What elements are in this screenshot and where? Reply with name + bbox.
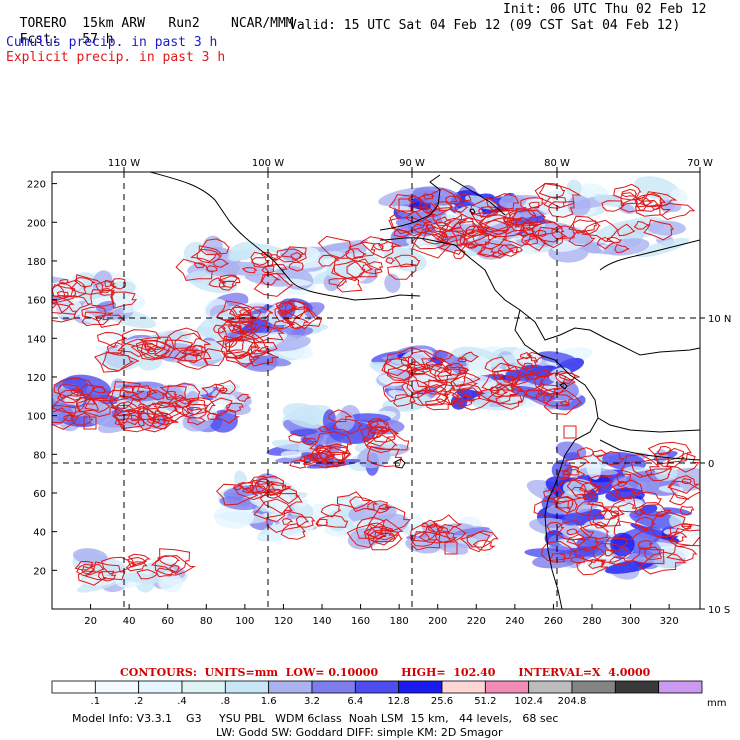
plot-frame [51, 171, 701, 610]
x-tick-label: 320 [660, 616, 679, 627]
y-tick-label: 180 [27, 257, 46, 268]
x-tick-label: 40 [123, 616, 136, 627]
colorbar-tick-label: 1.6 [260, 696, 277, 707]
colorbar-tick-label: 51.2 [474, 696, 497, 707]
colorbar-tick-label: .2 [133, 696, 144, 707]
colorbar-swatch [94, 680, 140, 694]
x-tick-label: 200 [428, 616, 447, 627]
y-tick-label: 40 [33, 528, 46, 539]
colorbar-tick-label: 12.8 [387, 696, 410, 707]
latitude-label: 10 N [708, 314, 731, 325]
y-tick-label: 120 [27, 373, 46, 384]
y-tick-label: 60 [33, 489, 46, 500]
longitude-label: 100 W [252, 158, 284, 169]
init-time: Init: 06 UTC Thu 02 Feb 12 [503, 2, 707, 17]
colorbar-swatch [441, 680, 486, 694]
coastlines [149, 172, 700, 609]
x-tick-label: 100 [235, 616, 254, 627]
y-tick-label: 220 [27, 180, 46, 191]
x-tick-label: 180 [390, 616, 409, 627]
colorbar-swatch [528, 680, 573, 694]
colorbar-swatch [224, 680, 270, 694]
y-tick-label: 100 [27, 412, 46, 423]
longitude-label: 70 W [687, 158, 713, 169]
y-tick-label: 160 [27, 296, 46, 307]
colorbar-tick-label: .1 [90, 696, 101, 707]
x-tick-label: 140 [312, 616, 331, 627]
x-tick-label: 280 [582, 616, 601, 627]
colorbar-tick-label: 6.4 [347, 696, 364, 707]
x-tick-label: 160 [351, 616, 370, 627]
colorbar-swatch [571, 680, 616, 694]
x-tick-label: 260 [544, 616, 563, 627]
colorbar-swatch [484, 680, 530, 694]
explicit-contours [52, 182, 700, 586]
colorbar-swatch [51, 680, 96, 694]
y-tick-label: 200 [27, 218, 46, 229]
x-tick-label: 240 [505, 616, 524, 627]
longitude-label: 80 W [544, 158, 570, 169]
x-tick-label: 120 [274, 616, 293, 627]
colorbar-swatch [354, 680, 400, 694]
colorbar-tick-label: .4 [177, 696, 187, 707]
axes: 20 40 60 80 100 120 140 160 180 200 220 240 260 280 30… [27, 158, 731, 627]
x-tick-label: 220 [467, 616, 486, 627]
latitude-label: 10 S [708, 605, 730, 616]
x-tick-label: 300 [621, 616, 640, 627]
colorbar-tick-label: .8 [220, 696, 231, 707]
colorbar-tick-label: 25.6 [430, 696, 454, 707]
y-tick-label: 140 [27, 334, 46, 345]
y-tick-label: 20 [33, 566, 46, 577]
x-tick-label: 80 [200, 616, 213, 627]
colorbar-swatch [658, 680, 703, 694]
model-info: Model Info: V3.3.1 G3 YSU PBL WDM 6class… [72, 712, 559, 725]
colorbar-swatch [398, 680, 443, 694]
physics-info: LW: Godd SW: Goddard DIFF: simple KM: 2D… [216, 726, 503, 739]
colorbar-tick-label: 3.2 [304, 696, 320, 707]
colorbar-swatch [181, 680, 226, 694]
colorbar-unit: mm [707, 698, 727, 709]
valid-time: Valid: 15 UTC Sat 04 Feb 12 (09 CST Sat … [289, 18, 681, 33]
lat-lon-grid [52, 172, 700, 609]
x-tick-label: 60 [161, 616, 174, 627]
model-title: TORERO 15km ARW Run2 NCAR/MMM [19, 16, 294, 31]
x-tick-label: 20 [84, 616, 97, 627]
colorbar-swatch [138, 680, 183, 694]
legend-explicit: Explicit precip. in past 3 h [6, 50, 226, 65]
contour-info: CONTOURS: UNITS=mm LOW= 0.10000 HIGH= 10… [120, 666, 651, 679]
colorbar-swatch [614, 680, 660, 694]
colorbar-tick-label: 102.4 [514, 696, 543, 707]
longitude-label: 90 W [399, 158, 425, 169]
colorbar-swatch [311, 680, 356, 694]
y-tick-label: 80 [33, 450, 46, 461]
colorbar-tick-label: 204.8 [557, 696, 587, 707]
longitude-label: 110 W [108, 158, 140, 169]
latitude-label: 0 [708, 459, 714, 470]
legend-cumulus: Cumulus precip. in past 3 h [6, 35, 218, 50]
colorbar-swatch [268, 680, 313, 694]
forecast-hour: Fcst: 57 h [19, 32, 114, 47]
